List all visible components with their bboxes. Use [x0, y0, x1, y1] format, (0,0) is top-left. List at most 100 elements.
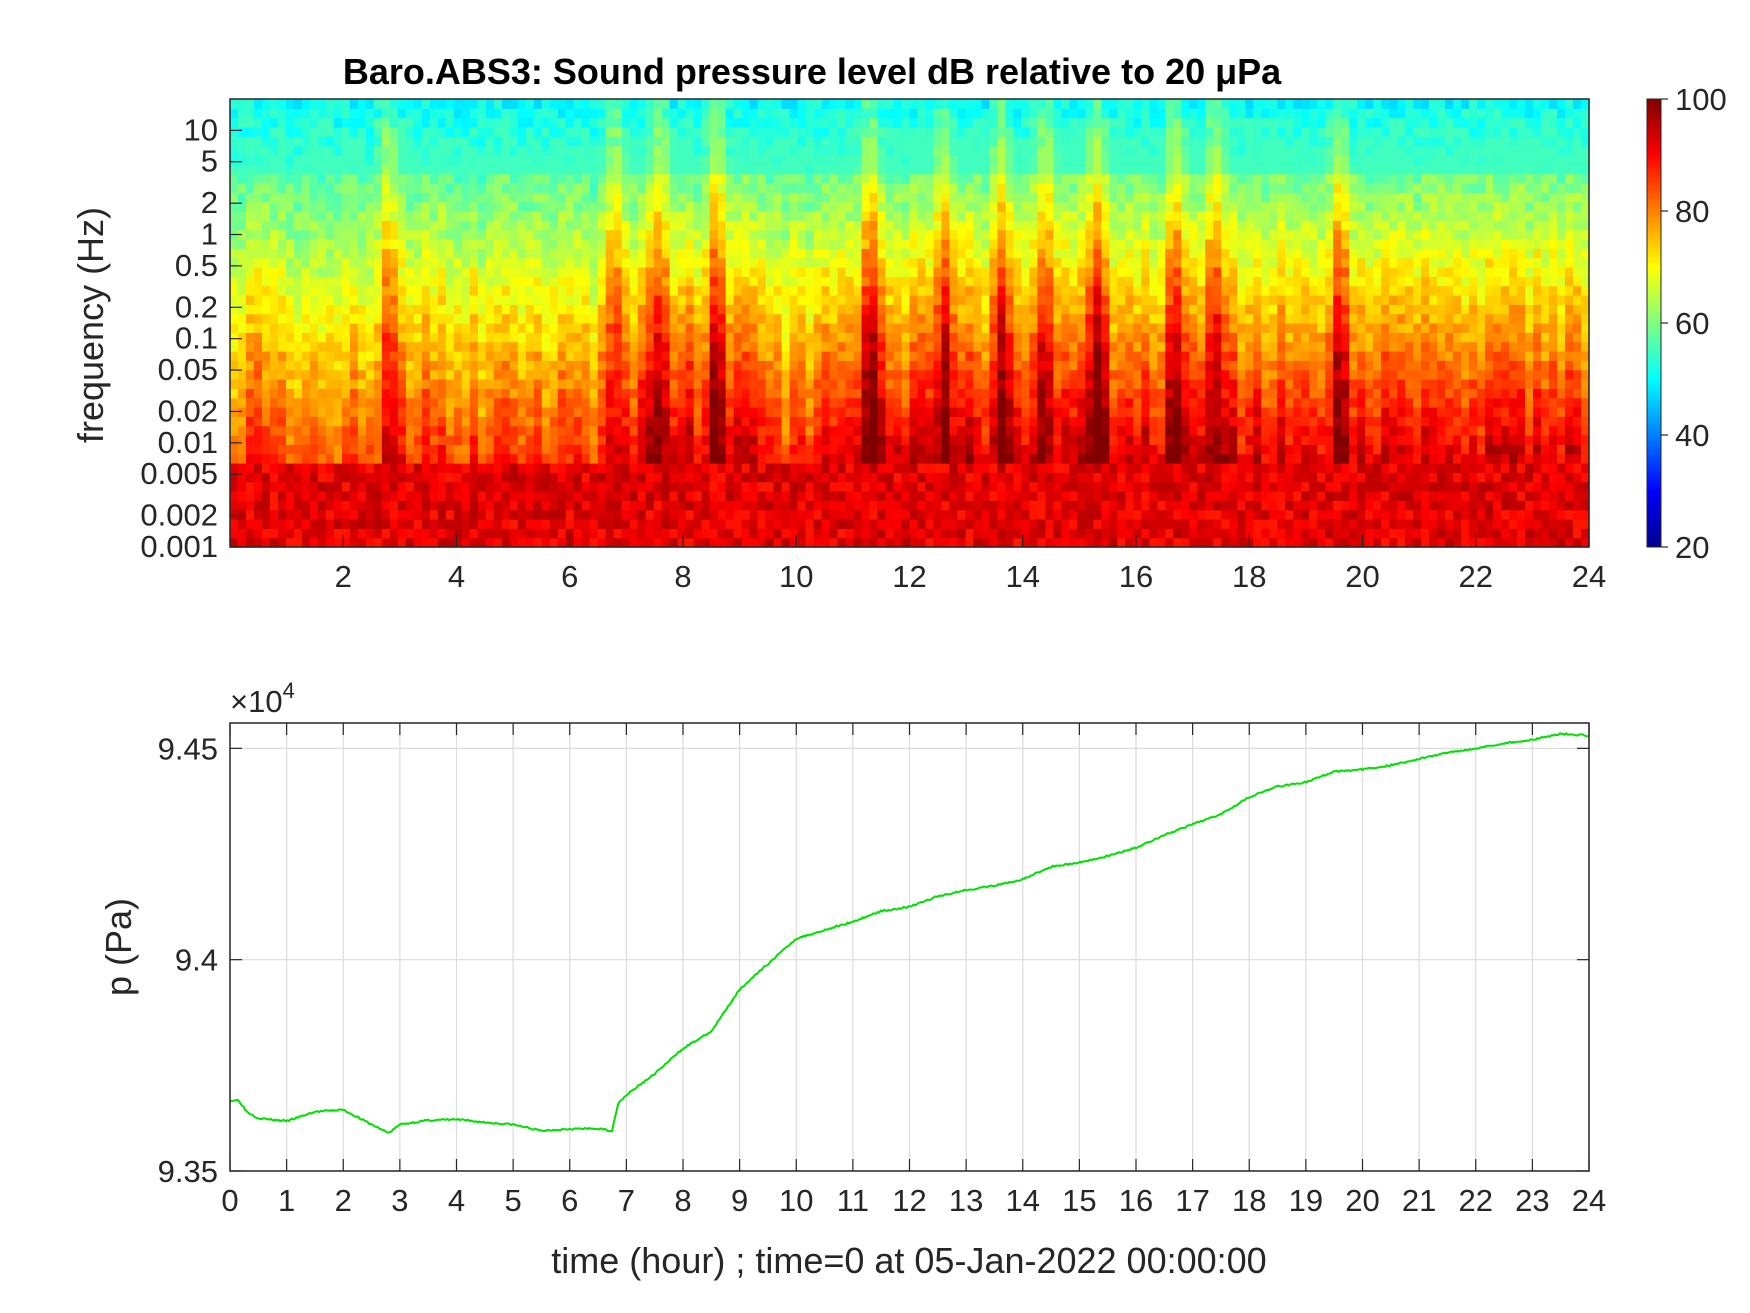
- heatmap-cell: [405, 108, 415, 119]
- heatmap-cell: [741, 117, 751, 128]
- heatmap-cell: [941, 155, 951, 165]
- heatmap-cell: [885, 276, 895, 287]
- heatmap-cell: [877, 267, 887, 277]
- heatmap-cell: [677, 136, 687, 147]
- heatmap-cell: [877, 192, 887, 203]
- heatmap-cell: [261, 192, 271, 203]
- heatmap-cell: [781, 416, 791, 427]
- heatmap-cell: [557, 117, 567, 128]
- heatmap-cell: [989, 257, 999, 268]
- heatmap-cell: [973, 481, 983, 492]
- heatmap-cell: [533, 435, 543, 445]
- heatmap-cell: [485, 145, 495, 156]
- heatmap-cell: [685, 239, 695, 249]
- heatmap-cell: [333, 481, 343, 492]
- heatmap-cell: [677, 435, 687, 445]
- heatmap-cell: [253, 313, 263, 324]
- heatmap-cell: [1045, 351, 1054, 361]
- heatmap-cell: [893, 463, 903, 473]
- heatmap-cell: [429, 201, 439, 212]
- heatmap-cell: [533, 108, 543, 119]
- heatmap-cell: [477, 201, 487, 212]
- heatmap-cell: [949, 164, 959, 175]
- heatmap-cell: [893, 369, 903, 380]
- heatmap-cell: [493, 425, 503, 436]
- heatmap-cell: [230, 239, 239, 249]
- heatmap-cell: [437, 453, 447, 464]
- heatmap-cell: [629, 500, 639, 511]
- heatmap-cell: [637, 491, 647, 501]
- heatmap-cell: [637, 537, 647, 548]
- heatmap-cell: [645, 435, 655, 445]
- heatmap-cell: [357, 472, 367, 483]
- heatmap-cell: [285, 416, 295, 427]
- heatmap-cell: [861, 248, 871, 259]
- heatmap-cell: [381, 164, 391, 175]
- heatmap-cell: [853, 108, 863, 119]
- heatmap-cell: [869, 108, 879, 119]
- heatmap-cell: [349, 155, 359, 165]
- heatmap-cell: [1045, 509, 1054, 520]
- heatmap-cell: [461, 173, 471, 184]
- heatmap-cell: [1013, 341, 1023, 352]
- heatmap-cell: [501, 425, 511, 436]
- heatmap-cell: [1005, 519, 1015, 529]
- heatmap-cell: [661, 267, 671, 277]
- heatmap-cell: [613, 295, 623, 305]
- heatmap-cell: [837, 481, 847, 492]
- heatmap-cell: [261, 360, 271, 371]
- heatmap-cell: [357, 463, 367, 473]
- heatmap-cell: [861, 201, 871, 212]
- heatmap-cell: [701, 211, 711, 221]
- heatmap-cell: [885, 304, 895, 315]
- heatmap-cell: [581, 463, 591, 473]
- heatmap-cell: [749, 267, 759, 277]
- heatmap-cell: [941, 379, 951, 389]
- heatmap-cell: [741, 360, 751, 371]
- heatmap-cell: [269, 164, 279, 175]
- heatmap-cell: [877, 388, 887, 399]
- heatmap-cell: [837, 155, 847, 165]
- heatmap-cell: [293, 388, 303, 399]
- heatmap-cell: [837, 313, 847, 324]
- heatmap-cell: [693, 155, 703, 165]
- heatmap-cell: [509, 472, 519, 483]
- heatmap-cell: [1037, 481, 1046, 492]
- heatmap-cell: [773, 108, 783, 119]
- heatmap-cell: [653, 99, 663, 109]
- heatmap-cell: [637, 145, 647, 156]
- heatmap-cell: [1037, 173, 1046, 184]
- heatmap-cell: [1029, 192, 1038, 203]
- heatmap-cell: [525, 313, 535, 324]
- heatmap-cell: [749, 509, 759, 520]
- heatmap-cell: [461, 211, 471, 221]
- heatmap-cell: [925, 472, 935, 483]
- heatmap-cell: [589, 453, 599, 464]
- heatmap-cell: [613, 481, 623, 492]
- heatmap-cell: [453, 257, 463, 268]
- heatmap-cell: [493, 388, 503, 399]
- heatmap-cell: [981, 397, 991, 408]
- heatmap-cell: [933, 360, 943, 371]
- heatmap-cell: [653, 444, 663, 455]
- heatmap-cell: [557, 192, 567, 203]
- heatmap-cell: [517, 472, 527, 483]
- heatmap-cell: [549, 369, 559, 380]
- heatmap-cell: [653, 453, 663, 464]
- heatmap-cell: [877, 285, 887, 296]
- heatmap-cell: [597, 332, 607, 343]
- heatmap-cell: [941, 99, 951, 109]
- heatmap-cell: [501, 323, 511, 333]
- heatmap-cell: [509, 136, 519, 147]
- heatmap-cell: [437, 379, 447, 389]
- heatmap-cell: [757, 463, 767, 473]
- heatmap-cell: [405, 351, 415, 361]
- heatmap-cell: [269, 537, 279, 548]
- heatmap-cell: [901, 407, 911, 417]
- heatmap-cell: [469, 509, 479, 520]
- heatmap-cell: [1029, 435, 1038, 445]
- heatmap-cell: [341, 295, 351, 305]
- heatmap-cell: [597, 99, 607, 109]
- heatmap-cell: [621, 332, 631, 343]
- heatmap-cell: [421, 136, 431, 147]
